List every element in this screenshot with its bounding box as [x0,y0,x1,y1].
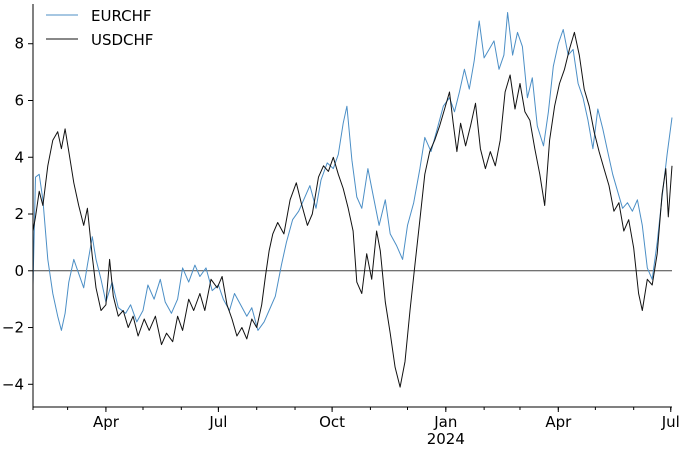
y-tick-label: −4 [2,375,24,393]
x-tick-label: Jul [208,413,227,431]
x-tick-label: Jan [433,413,457,431]
plot-area [32,12,673,388]
legend: EURCHF USDCHF [46,7,153,49]
y-tick-label: 4 [14,148,24,166]
y-tick-label: 2 [14,205,24,223]
x-tick-label: Apr [545,413,572,431]
legend-label: USDCHF [91,31,153,49]
x-tick-label: Oct [319,413,345,431]
x-axis-minor-ticks [32,407,672,410]
x-tick-label: Apr [93,413,120,431]
x-tick-year-label: 2024 [427,430,465,448]
y-tick-label: 8 [14,35,24,53]
series-line-eurchf [32,12,673,331]
y-axis-ticks: −4 −2 0 2 4 6 8 [2,35,33,393]
y-tick-label: −2 [2,319,24,337]
x-tick-label: Jul [661,413,680,431]
y-tick-label: 0 [14,262,24,280]
series-line-usdchf [32,31,673,388]
series-lines [32,12,673,388]
legend-label: EURCHF [91,7,152,25]
y-tick-label: 6 [14,91,24,109]
